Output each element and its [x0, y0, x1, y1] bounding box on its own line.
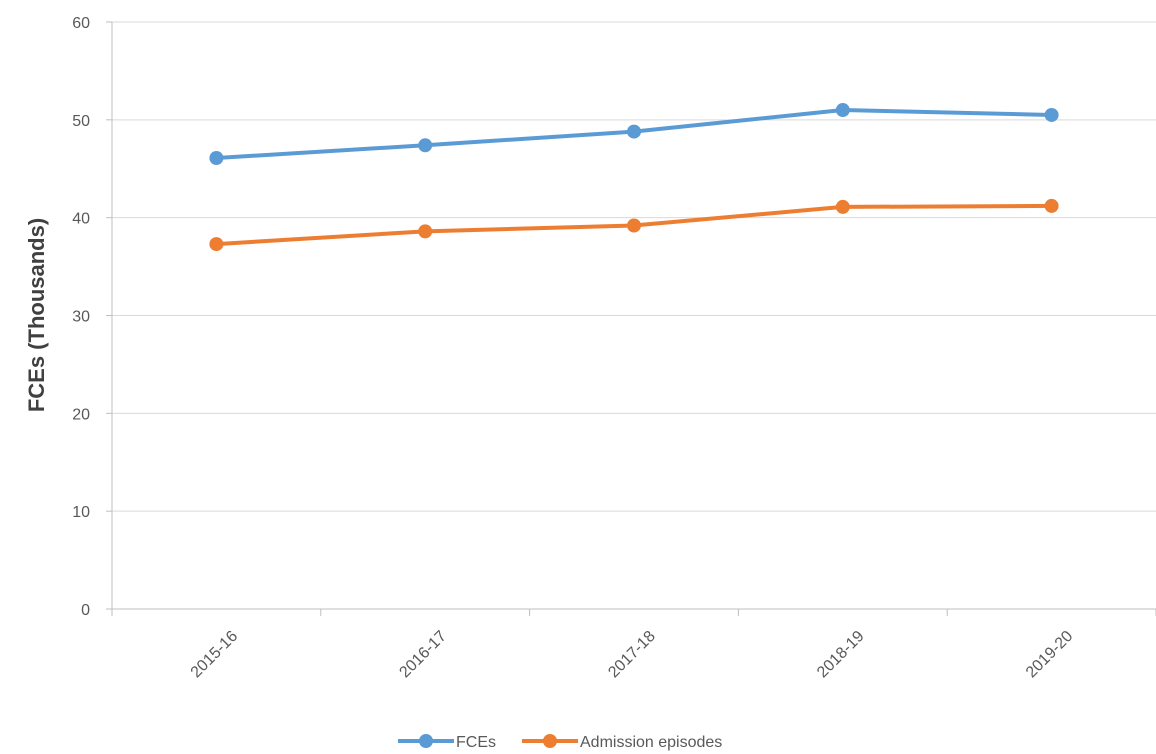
legend-item: Admission episodes	[522, 734, 722, 751]
data-point	[835, 199, 850, 214]
data-point	[209, 237, 224, 252]
data-point	[418, 138, 433, 153]
x-tick-label: 2017-18	[605, 628, 659, 682]
legend-swatch-marker	[543, 734, 557, 748]
series-1	[209, 198, 1059, 252]
x-tick-label: 2016-17	[396, 628, 450, 682]
legend-label: FCEs	[456, 734, 496, 751]
x-tick-label: 2015-16	[188, 628, 242, 682]
legend-label: Admission episodes	[580, 734, 722, 751]
x-tick-label: 2019-20	[1023, 628, 1077, 682]
data-point	[627, 124, 641, 139]
legend: FCEs Admission episodes	[398, 734, 722, 751]
tick-labels: 0 10 20 30 40 50 60 2015-16 2016-17 2017-18 2018-1…	[72, 15, 1076, 681]
y-tick-label: 40	[72, 211, 90, 228]
series-0	[209, 103, 1059, 165]
y-tick-label: 10	[72, 504, 90, 521]
data-point	[1044, 107, 1059, 122]
y-tick-label: 60	[72, 15, 90, 32]
legend-swatch-marker	[419, 734, 433, 748]
y-axis-label: FCEs (Thousands)	[24, 218, 49, 412]
x-tick-label: 2018-19	[814, 628, 868, 682]
y-tick-label: 0	[81, 602, 90, 619]
y-tick-label: 20	[72, 406, 90, 423]
series	[209, 103, 1059, 252]
y-tick-label: 50	[72, 113, 90, 130]
data-point	[627, 218, 641, 233]
gridlines	[112, 21, 1156, 512]
data-point	[418, 224, 433, 239]
legend-item: FCEs	[398, 734, 496, 751]
data-point	[835, 103, 850, 118]
data-point	[1044, 198, 1059, 213]
data-point	[209, 150, 224, 165]
y-tick-label: 30	[72, 309, 90, 326]
axes	[106, 21, 1156, 616]
